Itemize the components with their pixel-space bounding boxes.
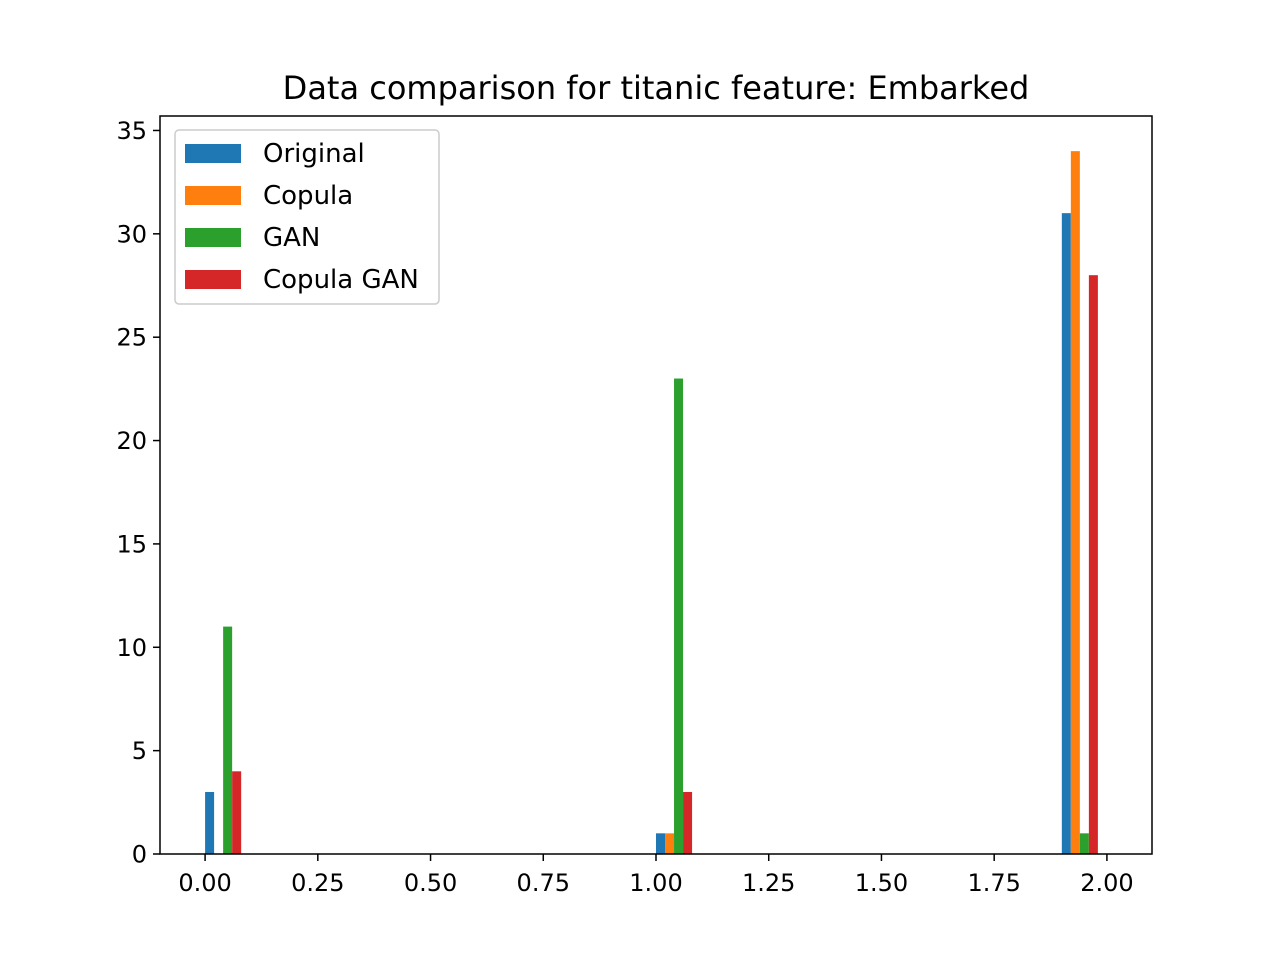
x-tick-label: 0.50 xyxy=(404,869,457,897)
bar-gan-2 xyxy=(1079,833,1089,854)
legend: Original Copula GAN Copula GAN xyxy=(174,129,440,305)
x-tick-label: 0.25 xyxy=(291,869,344,897)
bar-original-1 xyxy=(656,833,666,854)
y-tick-label: 15 xyxy=(116,530,147,558)
x-axis-ticks: 0.00 0.25 0.50 0.75 1.00 1.25 1.50 1.75 2.00 xyxy=(178,854,1134,897)
y-tick-label: 35 xyxy=(116,117,147,145)
x-tick-label: 1.00 xyxy=(629,869,682,897)
legend-swatch xyxy=(185,186,241,205)
y-tick-label: 25 xyxy=(116,324,147,352)
x-tick-label: 1.50 xyxy=(855,869,908,897)
bar-copula-gan-0 xyxy=(232,771,242,854)
legend-swatch xyxy=(185,270,241,289)
legend-box xyxy=(174,129,440,305)
y-tick-label: 5 xyxy=(132,737,147,765)
legend-label: Copula xyxy=(263,181,353,211)
legend-label: Original xyxy=(263,139,365,169)
x-tick-label: 1.25 xyxy=(742,869,795,897)
x-tick-label: 2.00 xyxy=(1080,869,1133,897)
y-axis-ticks: 0 5 10 15 20 25 30 35 xyxy=(116,117,160,869)
x-tick-label: 0.00 xyxy=(178,869,231,897)
chart-title: Data comparison for titanic feature: Emb… xyxy=(283,69,1030,107)
x-tick-label: 0.75 xyxy=(517,869,570,897)
bar-copula-gan-2 xyxy=(1088,275,1098,854)
y-tick-label: 20 xyxy=(116,427,147,455)
bar-original-2 xyxy=(1061,213,1071,854)
legend-swatch xyxy=(185,144,241,163)
legend-label: Copula GAN xyxy=(263,265,419,295)
bar-original-0 xyxy=(205,791,215,854)
y-tick-label: 30 xyxy=(116,220,147,248)
bar-gan-0 xyxy=(223,626,233,854)
bar-copula-1 xyxy=(665,833,675,854)
x-tick-label: 1.75 xyxy=(967,869,1020,897)
y-tick-label: 10 xyxy=(116,634,147,662)
plot-frame xyxy=(159,115,1153,855)
bars-group xyxy=(205,151,1098,855)
bar-copula-2 xyxy=(1070,151,1080,855)
legend-label: GAN xyxy=(263,223,320,253)
legend-swatch xyxy=(185,228,241,247)
y-tick-label: 0 xyxy=(132,841,147,869)
bar-copula-gan-1 xyxy=(683,791,693,854)
bar-gan-1 xyxy=(674,378,684,854)
